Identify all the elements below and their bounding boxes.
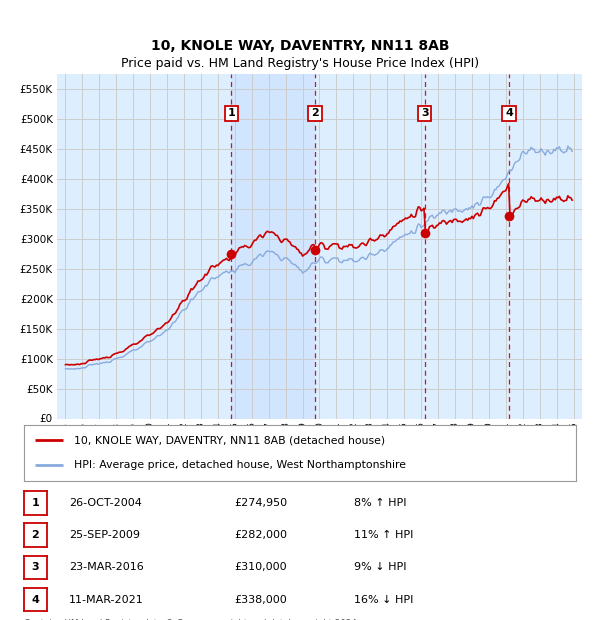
Text: 11-MAR-2021: 11-MAR-2021 <box>69 595 144 604</box>
Text: 26-OCT-2004: 26-OCT-2004 <box>69 498 142 508</box>
Text: 11% ↑ HPI: 11% ↑ HPI <box>354 530 413 540</box>
Text: 4: 4 <box>505 108 513 118</box>
Text: £310,000: £310,000 <box>234 562 287 572</box>
Text: 2: 2 <box>32 530 39 540</box>
Text: 3: 3 <box>421 108 428 118</box>
Text: 10, KNOLE WAY, DAVENTRY, NN11 8AB (detached house): 10, KNOLE WAY, DAVENTRY, NN11 8AB (detac… <box>74 435 385 445</box>
Bar <box>231 74 315 418</box>
Text: 3: 3 <box>32 562 39 572</box>
Text: 9% ↓ HPI: 9% ↓ HPI <box>354 562 407 572</box>
Text: £274,950: £274,950 <box>234 498 287 508</box>
Text: Contains HM Land Registry data © Crown copyright and database right 2024.
This d: Contains HM Land Registry data © Crown c… <box>24 619 359 620</box>
Text: £282,000: £282,000 <box>234 530 287 540</box>
Text: 8% ↑ HPI: 8% ↑ HPI <box>354 498 407 508</box>
Text: Price paid vs. HM Land Registry's House Price Index (HPI): Price paid vs. HM Land Registry's House … <box>121 57 479 69</box>
Text: £338,000: £338,000 <box>234 595 287 604</box>
Text: 4: 4 <box>31 595 40 604</box>
Text: 25-SEP-2009: 25-SEP-2009 <box>69 530 140 540</box>
Text: 23-MAR-2016: 23-MAR-2016 <box>69 562 144 572</box>
Text: 10, KNOLE WAY, DAVENTRY, NN11 8AB: 10, KNOLE WAY, DAVENTRY, NN11 8AB <box>151 40 449 53</box>
Text: HPI: Average price, detached house, West Northamptonshire: HPI: Average price, detached house, West… <box>74 460 406 470</box>
Text: 16% ↓ HPI: 16% ↓ HPI <box>354 595 413 604</box>
Text: 1: 1 <box>227 108 235 118</box>
Text: 2: 2 <box>311 108 319 118</box>
Text: 1: 1 <box>32 498 39 508</box>
